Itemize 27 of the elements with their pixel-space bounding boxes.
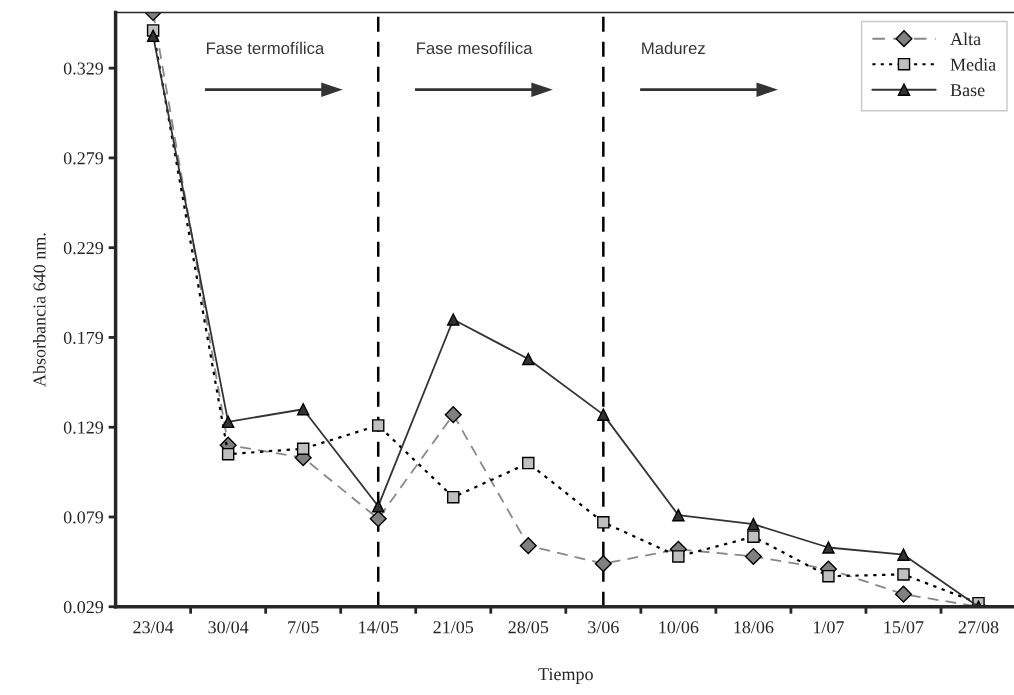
x-tick-label: 27/08 xyxy=(958,621,999,634)
y-tick-label: 0.229 xyxy=(63,241,104,255)
x-tick-label: 15/07 xyxy=(884,621,924,634)
x-tick-label: 18/06 xyxy=(734,621,774,634)
legend-label: Alta xyxy=(950,32,981,46)
x-tick-label: 14/05 xyxy=(359,621,399,634)
y-tick-label: 0.129 xyxy=(63,421,104,434)
legend-label: Base xyxy=(950,84,985,97)
x-tick-label: 28/05 xyxy=(508,621,549,634)
y-tick-label: 0.179 xyxy=(63,331,104,344)
x-tick-label: 7/05 xyxy=(288,621,319,634)
x-tick-label: 1/07 xyxy=(813,621,844,634)
annotation: Madurez xyxy=(642,41,705,55)
y-tick-label: 0.329 xyxy=(63,62,104,75)
x-tick-label: 30/04 xyxy=(208,621,249,634)
x-axis-title: Tiempo xyxy=(538,668,593,684)
y-tick-label: 0.079 xyxy=(63,511,104,524)
x-tick-label: 23/04 xyxy=(133,621,174,634)
annotation: Fase mesofílica xyxy=(417,41,533,55)
legend-label: Media xyxy=(950,57,996,71)
x-tick-label: 3/06 xyxy=(588,621,619,634)
x-tick-label: 10/06 xyxy=(659,621,699,634)
y-axis-title: Absorbancia 640 nm. xyxy=(32,233,46,387)
annotation: Fase termofílica xyxy=(207,41,325,55)
y-tick-label: 0.279 xyxy=(63,152,104,165)
y-tick-label: 0.029 xyxy=(63,600,104,614)
x-tick-label: 21/05 xyxy=(433,621,474,634)
